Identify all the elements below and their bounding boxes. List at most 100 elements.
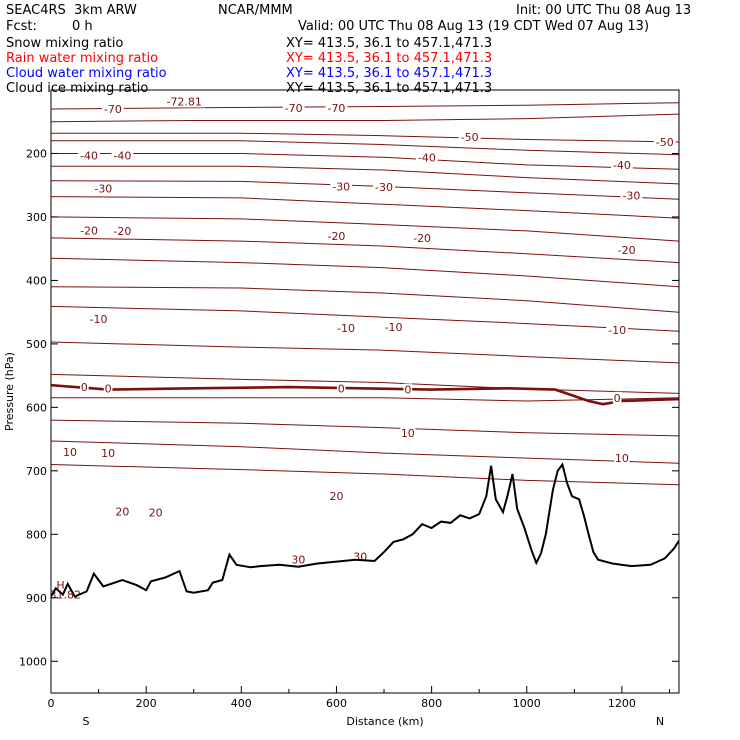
isotherm--5 [51,286,679,313]
contour-label: -40 [80,149,98,162]
contour-label-bg [80,381,89,394]
contour-label: -10 [90,313,108,326]
contour-label-bg [611,158,633,171]
forecast-label: Fcst: [6,19,37,34]
valid-time: Valid: 00 UTC Thu 08 Aug 13 (19 CDT Wed … [298,19,650,34]
contour-label: -20 [327,230,345,243]
x-axis-label: Distance (km) [346,715,423,728]
y-axis-label: Pressure (hPa) [3,352,16,431]
contour-label-bg [78,224,100,237]
contour-label-bg [325,101,348,114]
contour-label-bg [336,382,346,395]
contour-label-bg [620,189,643,202]
x-tick-label: 1000 [513,697,541,710]
contour-label: 10 [615,452,629,465]
contour-label-bg [415,151,438,164]
contour-label: -20 [113,225,131,238]
isotherm--30 [51,180,679,200]
contour-label-bg [403,383,413,396]
contour-label: -30 [332,180,350,193]
contour-label-bg [111,224,134,237]
y-tick-label: 500 [26,338,47,351]
x-tick-label: 0 [48,697,55,710]
contour-label: 0 [614,392,621,405]
contour-label-bg [411,231,433,244]
contour-label-bg [653,136,676,149]
x-tick-label: 600 [326,697,347,710]
contour-label-bg [400,426,416,439]
endpoint-south: S [83,715,90,728]
y-tick-label: 800 [26,528,47,541]
contour-label-bg [325,229,348,242]
x-tick-label: 1200 [608,697,636,710]
y-tick-label: 700 [26,465,47,478]
field-xy-snow: XY= 413.5, 36.1 to 457.1,471.3 [286,36,493,51]
contour-label: -70 [327,102,345,115]
contour-label-bg [163,95,206,108]
contour-label: -20 [80,224,98,237]
contour-label: -30 [375,181,393,194]
contour-label-bg [614,452,630,465]
contour-label: 0 [404,384,411,397]
plot-frame [50,89,680,694]
contour-label: -30 [622,189,640,202]
field-name-snow: Snow mixing ratio [6,36,124,51]
contour-label: H [56,579,64,592]
x-tick-label: 400 [231,697,252,710]
y-tick-label: 300 [26,211,47,224]
field-xy-cloud-water: XY= 413.5, 36.1 to 457.1,471.3 [286,66,493,81]
organization: NCAR/MMM [218,3,293,18]
isotherm-15 [51,397,679,402]
contour-label-bg [335,322,357,335]
contour-label: 10 [101,447,115,460]
contour-label-bg [330,180,353,193]
contour-label-bg [101,103,124,116]
isotherm--15 [51,237,679,264]
field-name-cloud-water: Cloud water mixing ratio [6,66,167,81]
y-tick-label: 200 [26,147,47,160]
y-tick-label: 400 [26,274,47,287]
contour-label-bg [100,447,116,460]
contour-label-bg [282,101,305,114]
isotherm--35 [51,165,679,185]
contour-label: -10 [608,324,626,337]
field-name-cloud-ice: Cloud ice mixing ratio [6,81,149,96]
contour-label: 20 [115,505,129,518]
contour-label: 10 [63,446,77,459]
contour-label: 20 [149,507,163,520]
field-name-rain: Rain water mixing ratio [6,51,159,66]
contour-label: -70 [104,103,122,116]
endpoint-north: N [656,715,664,728]
contour-label-bg [78,149,100,162]
isotherm-20 [51,419,679,437]
field-xy-rain: XY= 413.5, 36.1 to 457.1,471.3 [286,51,493,66]
contour-label-bg [92,182,115,195]
y-tick-label: 1000 [19,655,47,668]
contour-label-bg [148,506,164,519]
field-xy-cloud-ice: XY= 413.5, 36.1 to 457.1,471.3 [286,81,493,96]
contour-label: 10 [401,427,415,440]
contour-label: -20 [618,244,636,257]
contour-label: -10 [385,321,403,334]
x-tick-label: 800 [421,697,442,710]
contour-label: -20 [413,232,431,245]
isotherm--10 [51,257,679,288]
contour-label: 0 [338,382,345,395]
isotherm--50 [51,132,679,143]
contour-label-bg [458,130,481,143]
contour-label-bg [382,320,405,333]
contour-label-bg [62,445,78,458]
isotherm--70 [51,102,679,110]
contour-label: -40 [113,149,131,162]
contour-label: -30 [94,182,112,195]
contour-label: 0 [105,382,112,395]
isotherm--20 [51,216,679,242]
x-tick-label: 200 [136,697,157,710]
contour-label: -72.81 [166,95,201,108]
init-time: Init: 00 UTC Thu 08 Aug 13 [516,3,692,18]
contour-label: -50 [656,136,674,149]
contour-label: -70 [285,102,303,115]
contour-label: -40 [418,151,436,164]
contour-label: -40 [613,159,631,172]
